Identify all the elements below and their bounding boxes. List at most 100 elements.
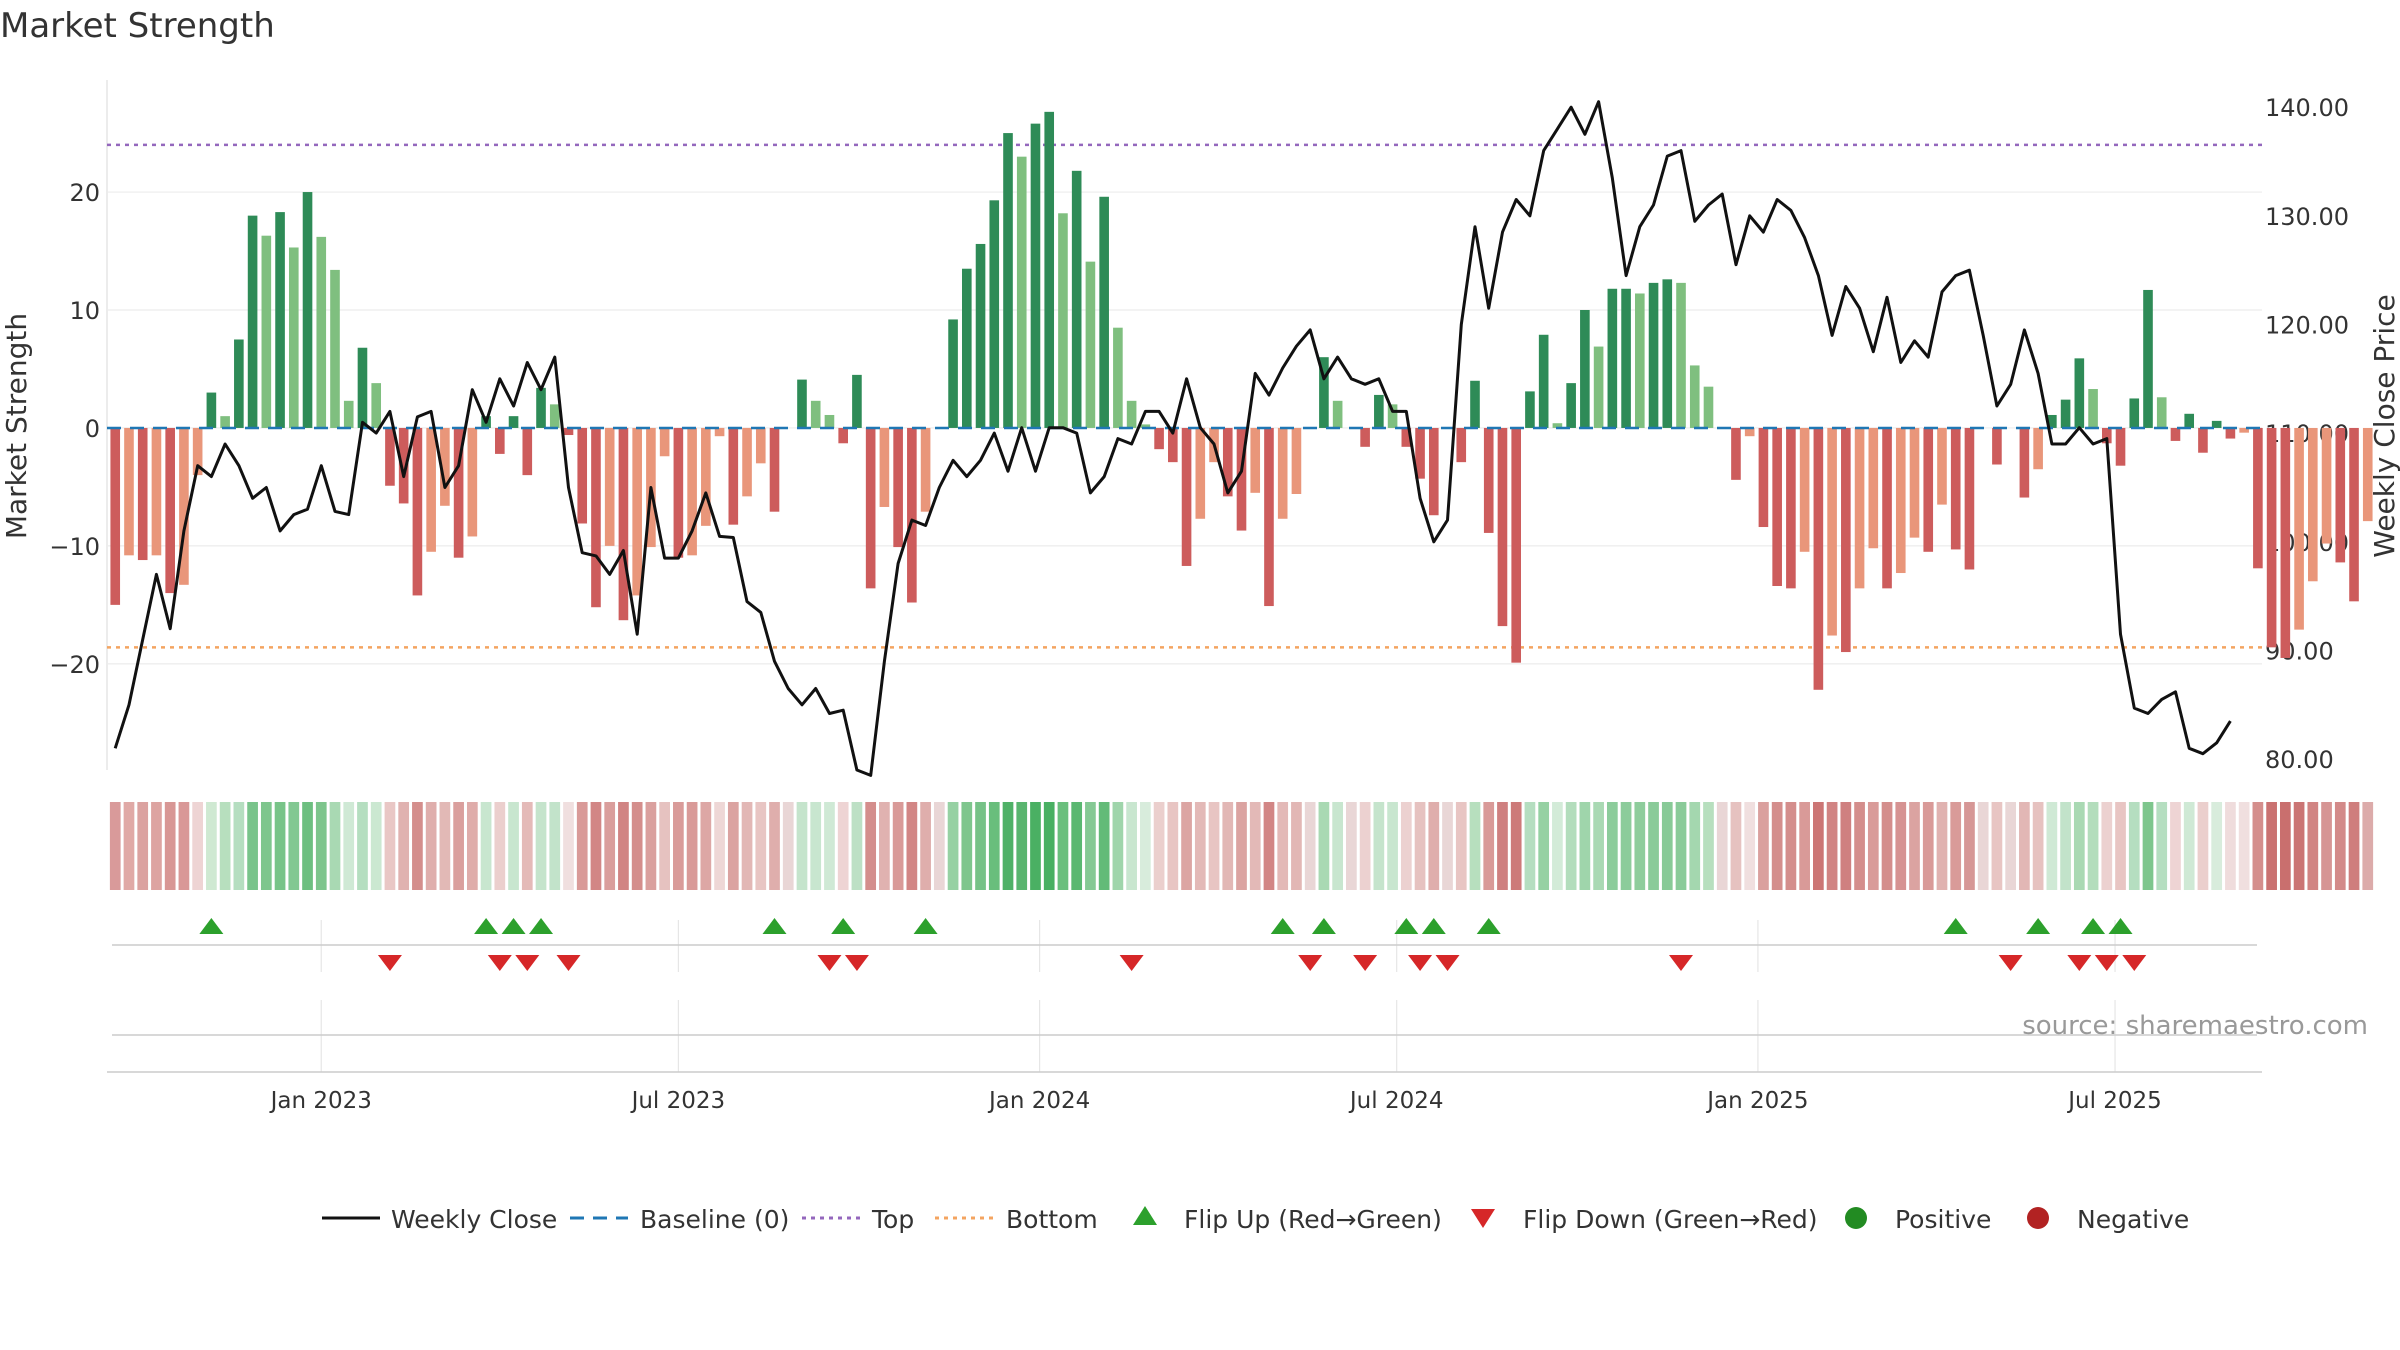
- band-cell: [1730, 802, 1742, 890]
- band-cell: [1606, 802, 1618, 890]
- band-cell: [2211, 802, 2223, 890]
- strength-bar: [1277, 427, 1288, 519]
- band-cell: [2252, 802, 2264, 890]
- strength-bar: [151, 427, 162, 556]
- strength-bar: [1195, 427, 1206, 519]
- strength-bar: [2019, 427, 2030, 498]
- strength-bar: [385, 427, 395, 486]
- strength-bar: [2060, 399, 2071, 428]
- strength-bar: [1511, 427, 1522, 663]
- strength-heat-band: [109, 802, 2374, 890]
- strength-bar: [412, 427, 423, 596]
- band-cell: [933, 802, 945, 890]
- x-tick-label: Jul 2024: [1348, 1088, 1444, 1114]
- strength-bar: [1909, 427, 1920, 538]
- band-cell: [1620, 802, 1632, 890]
- strength-bar: [316, 236, 327, 428]
- band-cell: [700, 802, 712, 890]
- band-cell: [631, 802, 643, 890]
- strength-bar: [179, 427, 189, 585]
- reference-lines: [107, 143, 2262, 649]
- band-cell: [206, 802, 217, 890]
- band-cell: [2019, 802, 2030, 890]
- strength-bar: [2129, 398, 2140, 428]
- strength-bar: [1552, 423, 1563, 428]
- band-cell: [2087, 802, 2099, 890]
- strength-bar: [1992, 427, 2002, 465]
- legend-flip-up-icon: [1133, 1206, 1157, 1225]
- strength-bar: [618, 427, 629, 621]
- band-cell: [1799, 802, 1810, 890]
- band-cell: [1758, 802, 1769, 890]
- strength-bar: [1319, 357, 1329, 428]
- flip-up-marker: [1270, 918, 1295, 934]
- flip-down-marker: [2122, 955, 2147, 971]
- strength-bar: [907, 427, 917, 603]
- right-axis-ticks: 140.00 130.00 120.00 110.00 100.00 90.00 80.00: [2265, 94, 2349, 774]
- strength-bar: [1731, 427, 1741, 480]
- band-cell: [576, 802, 588, 890]
- band-cell: [961, 802, 973, 890]
- left-axis-label: Market Strength: [0, 313, 33, 539]
- band-cell: [920, 802, 931, 890]
- strength-bar: [2143, 289, 2153, 428]
- band-cell: [1634, 802, 1646, 890]
- strength-bar: [1703, 386, 1714, 428]
- strength-bar: [1099, 196, 1109, 428]
- strength-bar: [852, 374, 862, 428]
- strength-bar: [137, 427, 148, 561]
- legend-weekly-close-label: Weekly Close: [391, 1205, 557, 1234]
- strength-bar: [1222, 427, 1233, 497]
- band-cell: [549, 802, 561, 890]
- band-cell: [1400, 802, 1412, 890]
- band-cell: [1675, 802, 1687, 890]
- flip-down-marker: [1998, 955, 2023, 971]
- band-cell: [1497, 802, 1508, 890]
- strength-bar: [1758, 427, 1769, 528]
- band-cell: [2073, 802, 2085, 890]
- band-cell: [2266, 802, 2277, 890]
- band-cell: [1744, 802, 1756, 890]
- strength-bar: [769, 427, 780, 512]
- strength-bar: [1016, 156, 1027, 428]
- band-cell: [274, 802, 286, 890]
- legend-negative-label: Negative: [2077, 1205, 2189, 1234]
- band-cell: [535, 802, 547, 890]
- band-cell: [219, 802, 231, 890]
- flip-up-marker: [913, 918, 938, 934]
- band-cell: [769, 802, 780, 890]
- strength-bar: [2033, 427, 2043, 470]
- strength-bar: [893, 427, 903, 548]
- strength-bar: [1374, 394, 1384, 428]
- flip-up-marker: [474, 918, 499, 934]
- strength-bar: [1332, 400, 1343, 428]
- left-tick-label: 0: [85, 415, 100, 443]
- legend-negative-icon: [2027, 1207, 2049, 1229]
- right-tick-label: 90.00: [2265, 637, 2334, 665]
- strength-bar: [1113, 327, 1123, 428]
- flip-down-marker: [1298, 955, 1323, 971]
- right-tick-label: 80.00: [2265, 746, 2334, 774]
- band-cell: [1867, 802, 1879, 890]
- strength-bar: [495, 427, 505, 454]
- strength-bar: [2198, 427, 2208, 453]
- strength-bar: [2088, 389, 2098, 428]
- band-cell: [1208, 802, 1220, 890]
- strength-bar: [2047, 414, 2057, 428]
- band-cell: [123, 802, 135, 890]
- strength-bar: [1360, 427, 1370, 447]
- flip-down-marker: [515, 955, 540, 971]
- band-cell: [2293, 802, 2305, 890]
- legend-flip-up-label: Flip Up (Red→Green): [1184, 1205, 1442, 1234]
- flip-down-marker: [1669, 955, 1694, 971]
- strength-bar: [467, 427, 478, 537]
- band-cell: [137, 802, 149, 890]
- strength-bar: [288, 247, 299, 428]
- legend: Weekly Close Baseline (0) Top Bottom Fli…: [322, 1205, 2189, 1234]
- strength-bar: [220, 416, 230, 428]
- band-cell: [439, 802, 451, 890]
- strength-bar: [1525, 391, 1535, 428]
- band-cell: [1167, 802, 1179, 890]
- strength-bar: [2101, 427, 2112, 444]
- band-cell: [412, 802, 423, 890]
